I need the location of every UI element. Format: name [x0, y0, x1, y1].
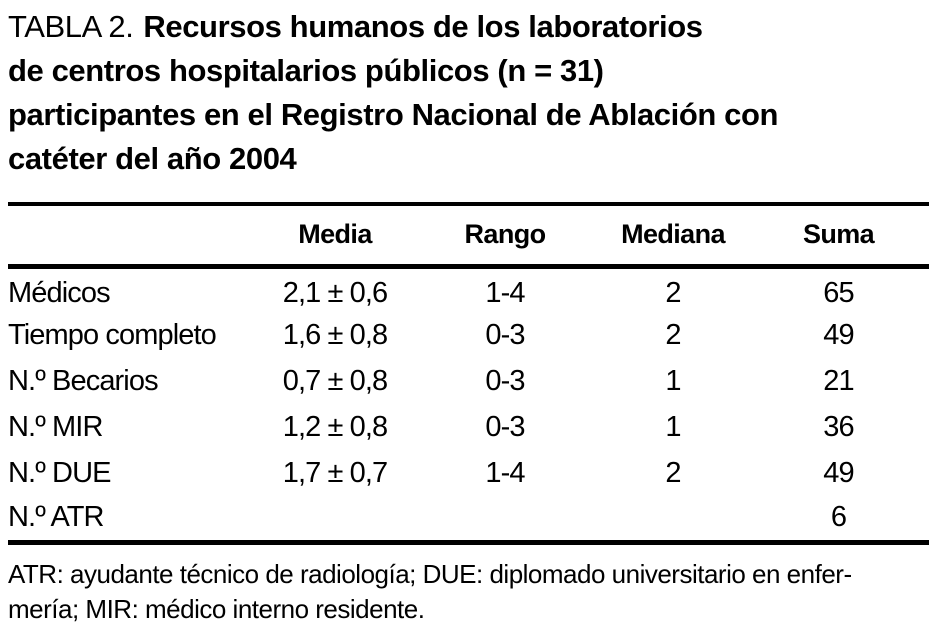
table-row: N.º ATR 6: [8, 496, 929, 542]
cell-rango: 0-3: [485, 410, 525, 443]
cell-mediana: [598, 496, 748, 542]
row-label: N.º ATR: [8, 501, 105, 534]
title-line-3: participantes en el Registro Nacional de…: [8, 97, 779, 132]
cell-suma: 36: [823, 410, 854, 443]
cell-rango: 1-4: [485, 456, 525, 489]
title-text-1: Recursos humanos de los laboratorios: [143, 9, 703, 44]
header-suma: Suma: [748, 204, 929, 269]
table-footnote: ATR: ayudante técnico de radiología; DUE…: [8, 545, 929, 627]
cell-media: 1,7 ± 0,7: [282, 456, 388, 489]
row-label: N.º Becarios: [8, 364, 159, 397]
cell-media: 1,2 ± 0,8: [282, 410, 388, 443]
cell-rango: 0-3: [485, 364, 525, 397]
header-rango: Rango: [412, 204, 598, 269]
table-row: N.º DUE 1,7 ± 0,7 1-4 2 49: [8, 450, 929, 496]
cell-suma: 65: [823, 276, 854, 309]
cell-suma: 49: [823, 456, 854, 489]
cell-suma: 21: [823, 364, 854, 397]
cell-mediana: 2: [665, 276, 681, 309]
cell-media: [258, 496, 412, 542]
cell-mediana: 2: [665, 318, 681, 351]
header-media: Media: [258, 204, 412, 269]
cell-media: 0,7 ± 0,8: [282, 364, 388, 397]
table-row: N.º MIR 1,2 ± 0,8 0-3 1 36: [8, 404, 929, 450]
table-title: TABLA 2. Recursos humanos de los laborato…: [8, 5, 929, 181]
footnote-line-2: mería; MIR: médico interno residente.: [8, 593, 425, 624]
cell-suma: 6: [830, 501, 847, 534]
header-row: Media Rango Mediana Suma: [8, 204, 929, 269]
cell-rango: 0-3: [485, 318, 525, 351]
row-label: Tiempo completo: [8, 318, 217, 351]
footnote-line-1: ATR: ayudante técnico de radiología; DUE…: [8, 558, 852, 589]
row-label: N.º DUE: [8, 456, 111, 489]
title-line-1: TABLA 2. Recursos humanos de los laborato…: [8, 5, 929, 49]
cell-mediana: 1: [665, 410, 681, 443]
cell-media: 1,6 ± 0,8: [282, 318, 388, 351]
cell-rango: [412, 496, 598, 542]
title-line-2: de centros hospitalarios públicos (n = 3…: [8, 53, 604, 88]
row-label: Médicos: [8, 276, 111, 309]
table-number-label: TABLA 2.: [8, 9, 134, 44]
cell-mediana: 2: [665, 456, 681, 489]
header-mediana: Mediana: [598, 204, 748, 269]
cell-mediana: 1: [665, 364, 681, 397]
title-line-4: catéter del año 2004: [8, 141, 297, 176]
header-empty-cell: [8, 204, 258, 269]
cell-rango: 1-4: [485, 276, 525, 309]
row-label: N.º MIR: [8, 410, 103, 443]
table-row: N.º Becarios 0,7 ± 0,8 0-3 1 21: [8, 358, 929, 404]
resources-table: Media Rango Mediana Suma Médicos 2,1 ± 0…: [8, 202, 929, 545]
cell-media: 2,1 ± 0,6: [282, 276, 388, 309]
table-row: Tiempo completo 1,6 ± 0,8 0-3 2 49: [8, 312, 929, 358]
cell-suma: 49: [823, 318, 854, 351]
table-row: Médicos 2,1 ± 0,6 1-4 2 65: [8, 266, 929, 312]
